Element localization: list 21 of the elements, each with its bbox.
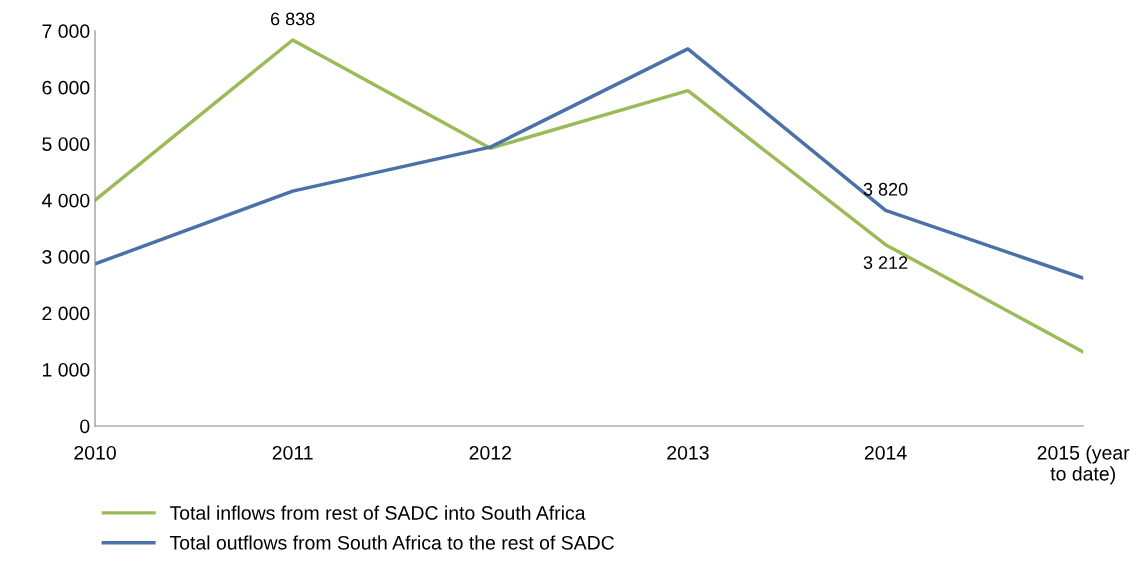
y-tick-label: 2 000 — [42, 306, 90, 321]
y-tick-label: 5 000 — [42, 137, 90, 151]
legend-label: Total outflows from South Africa to the rest of SADC — [169, 535, 614, 550]
data-label: 3 820 — [863, 182, 908, 196]
legend-label: Total inflows from rest of SADC into South Africa — [169, 505, 586, 520]
x-tick-label: 2010 — [74, 445, 116, 460]
line-series — [95, 38, 1084, 354]
data-label: 6 838 — [270, 12, 315, 26]
y-tick-label: 1 000 — [43, 362, 90, 377]
x-tick-label: 2011 — [272, 445, 313, 460]
y-tick-label: 3 000 — [42, 250, 90, 264]
y-tick-label: 4 000 — [41, 193, 90, 208]
x-tick-label: 2014 — [864, 445, 907, 460]
y-tick-label: 0 — [80, 419, 90, 434]
y-tick-label: 6 000 — [42, 80, 90, 95]
line-series — [95, 47, 1084, 280]
y-tick-label: 7 000 — [42, 24, 90, 39]
x-tick-label: 2012 — [469, 445, 511, 460]
x-tick-label: 2015 (year to date) — [1037, 445, 1130, 485]
x-tick-label: 2013 — [667, 445, 709, 460]
data-label: 3 212 — [863, 256, 908, 270]
